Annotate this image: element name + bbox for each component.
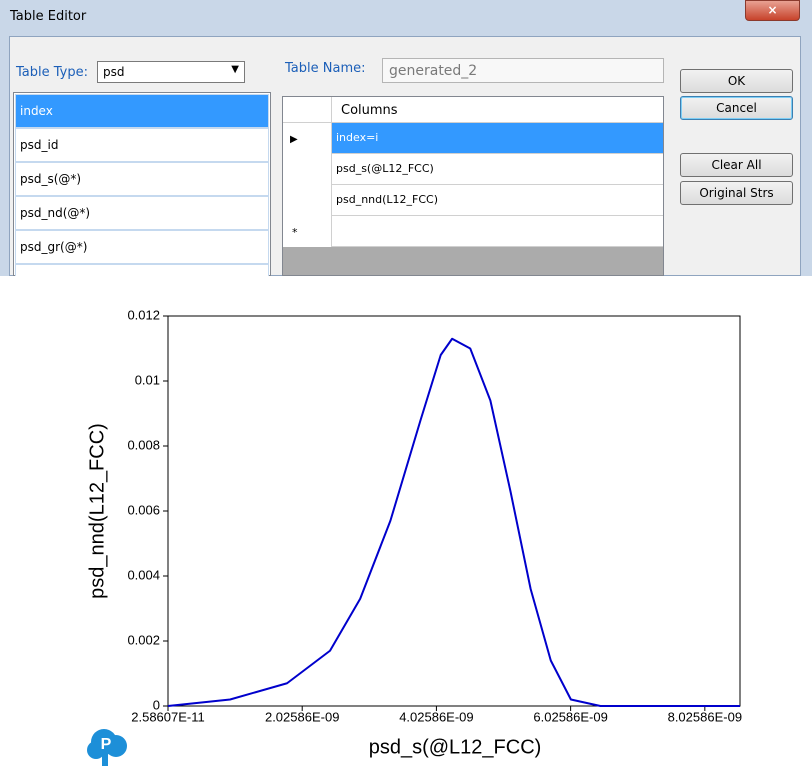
original-strs-button[interactable]: Original Strs — [680, 181, 793, 205]
grid-header: Columns — [332, 97, 663, 123]
y-tick-label: 0.008 — [127, 437, 160, 452]
y-tick-label: 0.004 — [127, 567, 160, 582]
grid-cell[interactable]: psd_s(@L12_FCC) — [332, 154, 663, 185]
grid-cell[interactable] — [332, 216, 663, 247]
current-row-marker: ▶ — [290, 134, 298, 145]
table-name-input[interactable]: generated_2 — [382, 58, 664, 83]
table-name-label: Table Name: — [285, 61, 366, 76]
y-tick-label: 0.006 — [127, 502, 160, 517]
y-tick-label: 0.002 — [127, 632, 160, 647]
dialog: Table Editor × Table Type: psd ▼ Table N… — [0, 0, 812, 276]
grid-cell[interactable]: psd_nnd(L12_FCC) — [332, 185, 663, 216]
x-tick-label: 2.02586E-09 — [265, 709, 339, 724]
y-axis-label: psd_nnd(L12_FCC) — [86, 423, 108, 599]
list-item[interactable]: psd_s(@*) — [15, 162, 269, 196]
table-type-label: Table Type: — [16, 65, 88, 80]
x-tick-label: 2.58607E-11 — [131, 709, 205, 724]
plot-frame — [167, 315, 741, 707]
cancel-button[interactable]: Cancel — [680, 96, 793, 120]
new-row-marker: * — [292, 226, 298, 239]
chart: psd_s(@L12_FCC) psd_nnd(L12_FCC) P 0 0.00… — [86, 307, 742, 766]
svg-text:P: P — [101, 736, 112, 753]
grid-cell[interactable]: index=i — [332, 123, 663, 154]
data-line — [167, 337, 740, 707]
list-item[interactable]: psd_id — [15, 128, 269, 162]
clear-all-button[interactable]: Clear All — [680, 153, 793, 177]
dropdown-arrow: ▼ — [231, 64, 239, 75]
y-tick-label: 0.012 — [127, 307, 160, 322]
table-type-value: psd — [103, 65, 125, 79]
list-item[interactable]: psd_nd(@*) — [15, 196, 269, 230]
table-type-dropdown[interactable]: psd ▼ — [97, 61, 245, 83]
list-item-partial[interactable] — [15, 264, 269, 276]
y-tick-label: 0.01 — [135, 372, 160, 387]
y-tick-label: 0 — [153, 697, 160, 712]
x-axis-label: psd_s(@L12_FCC) — [369, 736, 542, 758]
x-tick-label: 8.02586E-09 — [668, 709, 742, 724]
title-text: Table Editor — [10, 9, 87, 24]
x-tick-label: 4.02586E-09 — [399, 709, 473, 724]
grid-corner — [283, 97, 332, 123]
list-item[interactable]: psd_gr(@*) — [15, 230, 269, 264]
list-item[interactable]: index — [15, 94, 269, 128]
close-button[interactable]: × — [745, 0, 800, 21]
x-tick-label: 6.02586E-09 — [533, 709, 607, 724]
row-headers — [283, 123, 332, 247]
ok-button[interactable]: OK — [680, 69, 793, 93]
logo: P — [87, 729, 127, 766]
